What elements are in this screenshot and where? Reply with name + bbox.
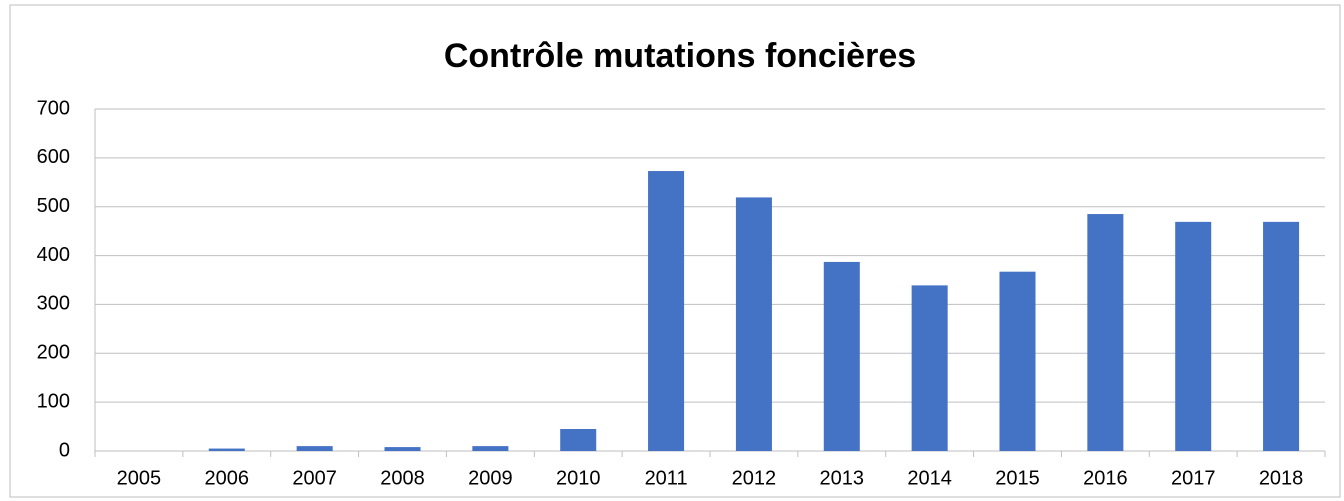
y-tick-label: 400 xyxy=(37,244,70,266)
x-tick-label: 2008 xyxy=(380,467,425,489)
y-tick-label: 300 xyxy=(37,293,70,315)
y-tick-label: 700 xyxy=(37,97,70,119)
y-tick-label: 100 xyxy=(37,390,70,412)
bar xyxy=(1087,214,1124,451)
x-tick-label: 2014 xyxy=(907,467,952,489)
x-tick-label: 2007 xyxy=(292,467,337,489)
bar xyxy=(823,261,860,451)
x-tick-label: 2005 xyxy=(117,467,162,489)
bar xyxy=(560,429,597,451)
bar xyxy=(296,446,333,451)
bar xyxy=(648,171,685,451)
x-tick-label: 2018 xyxy=(1259,467,1304,489)
y-tick-label: 600 xyxy=(37,146,70,168)
bar xyxy=(999,271,1036,451)
x-tick-label: 2009 xyxy=(468,467,513,489)
bar xyxy=(911,285,948,451)
y-tick-label: 200 xyxy=(37,342,70,364)
x-tick-label: 2016 xyxy=(1083,467,1128,489)
bar xyxy=(472,446,509,451)
chart-title: Contrôle mutations foncières xyxy=(444,37,916,75)
bar xyxy=(735,197,772,451)
x-tick-label: 2011 xyxy=(645,467,688,489)
x-tick-label: 2013 xyxy=(820,467,865,489)
x-tick-label: 2010 xyxy=(556,467,601,489)
y-tick-label: 0 xyxy=(59,439,70,461)
x-tick-label: 2015 xyxy=(995,467,1040,489)
bar xyxy=(208,448,245,451)
bar xyxy=(384,447,421,451)
bar xyxy=(1175,221,1212,451)
x-tick-label: 2006 xyxy=(205,467,250,489)
x-tick-label: 2017 xyxy=(1171,467,1216,489)
y-tick-label: 500 xyxy=(37,195,70,217)
x-tick-label: 2012 xyxy=(732,467,777,489)
bar xyxy=(1263,221,1300,451)
